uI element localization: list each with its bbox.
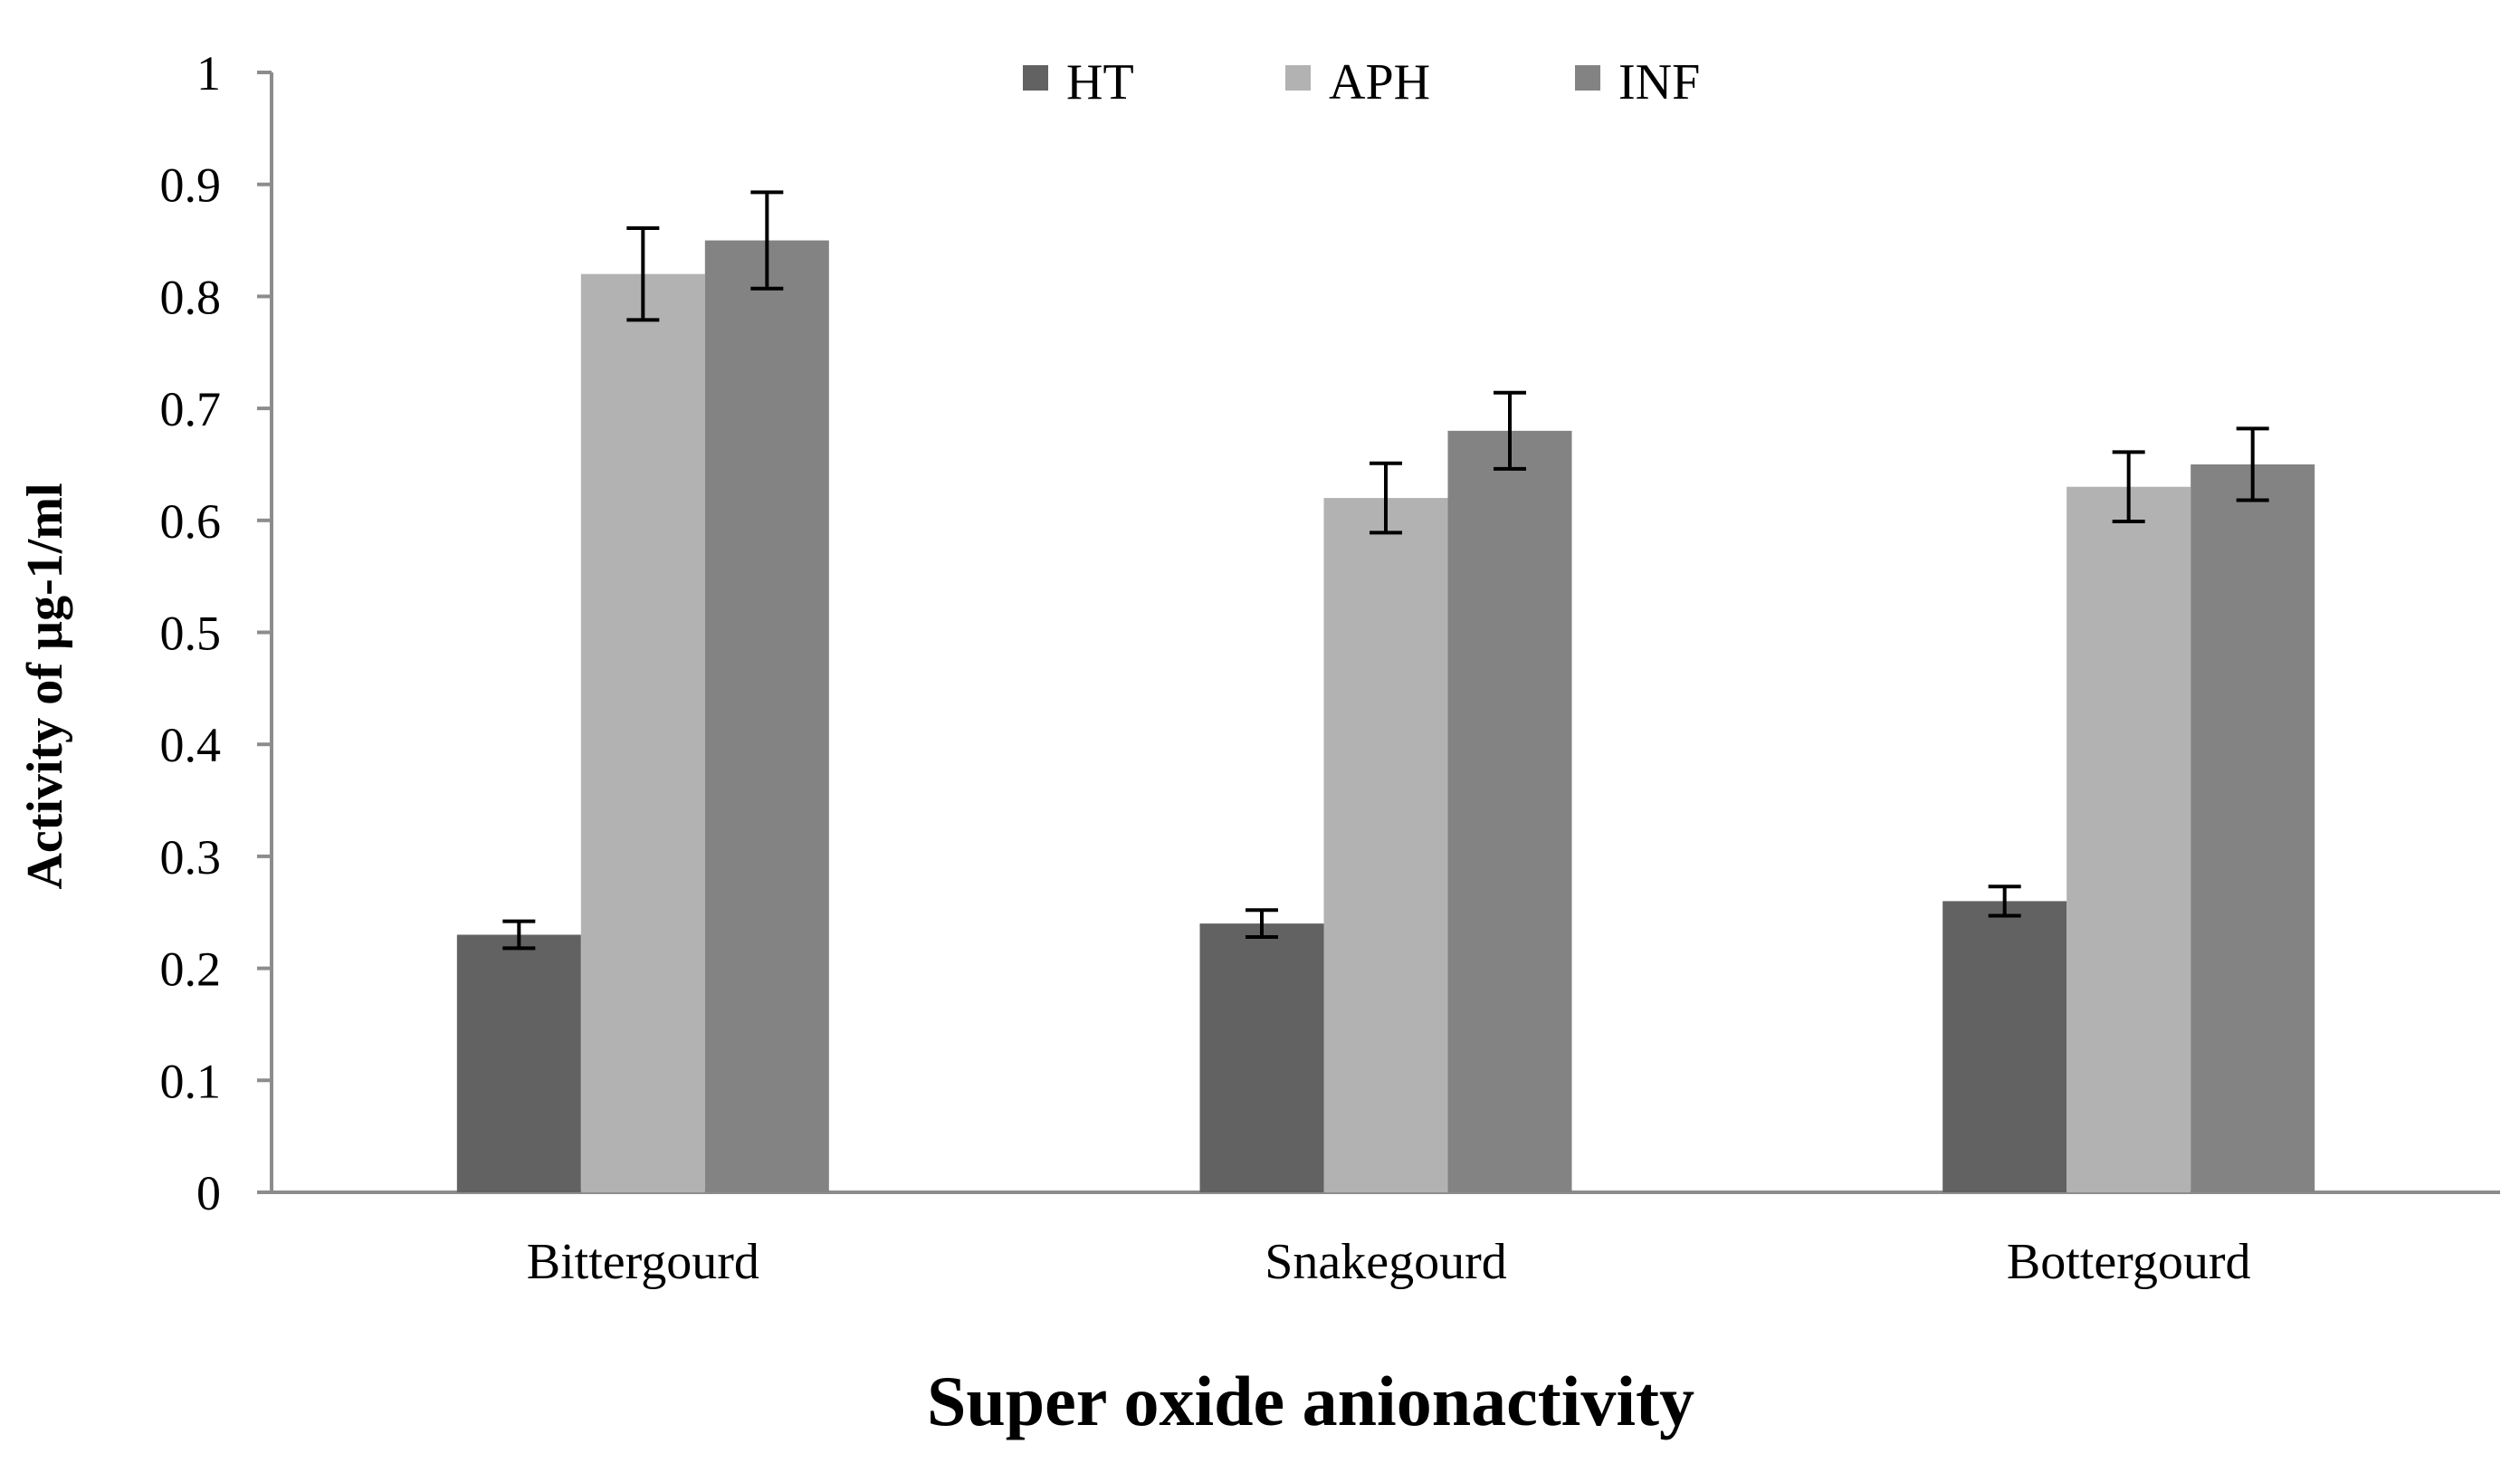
bar-ht-2 bbox=[1942, 901, 2067, 1192]
legend-swatch-aph bbox=[1285, 65, 1311, 91]
y-tick-label: 0.6 bbox=[160, 494, 222, 549]
bar-aph-0 bbox=[580, 273, 705, 1192]
x-category-label: Bittergourd bbox=[527, 1234, 759, 1290]
bar-aph-2 bbox=[2067, 486, 2191, 1192]
x-category-label: Bottergourd bbox=[2007, 1234, 2251, 1290]
legend: HT APH INF bbox=[1023, 54, 1700, 110]
legend-label-aph: APH bbox=[1329, 54, 1430, 110]
bar-inf-1 bbox=[1447, 430, 1572, 1193]
y-tick-label: 0.8 bbox=[160, 270, 222, 324]
y-ticks: 0 0.1 0.2 0.3 0.4 0.5 0.6 0.7 0.8 0.9 1 bbox=[160, 46, 272, 1220]
y-tick-label: 0.2 bbox=[160, 942, 222, 997]
x-category-label: Snakegourd bbox=[1265, 1234, 1507, 1290]
legend-label-ht: HT bbox=[1066, 54, 1134, 110]
bar-aph-1 bbox=[1323, 498, 1448, 1192]
error-bars bbox=[502, 190, 2269, 951]
y-tick-label: 1 bbox=[196, 46, 221, 100]
y-tick-label: 0.4 bbox=[160, 718, 222, 772]
bars bbox=[456, 240, 2315, 1193]
y-tick-label: 0.1 bbox=[160, 1054, 222, 1108]
bar-ht-1 bbox=[1199, 923, 1324, 1192]
y-tick-label: 0.7 bbox=[160, 382, 222, 436]
y-axis-title: Activity of µg-1/ml bbox=[17, 483, 73, 889]
y-tick-label: 0.5 bbox=[160, 607, 222, 661]
bar-ht-0 bbox=[456, 934, 581, 1192]
legend-label-inf: INF bbox=[1618, 54, 1700, 110]
x-axis-title: Super oxide anionactivity bbox=[927, 1362, 1694, 1440]
y-tick-label: 0 bbox=[196, 1166, 221, 1220]
legend-swatch-ht bbox=[1023, 65, 1048, 91]
bar-inf-0 bbox=[704, 240, 829, 1192]
legend-swatch-inf bbox=[1575, 65, 1600, 91]
x-category-labels: Bittergourd Snakegourd Bottergourd bbox=[527, 1234, 2251, 1290]
bar-inf-2 bbox=[2191, 464, 2315, 1192]
y-tick-label: 0.9 bbox=[160, 158, 222, 213]
y-tick-label: 0.3 bbox=[160, 830, 222, 884]
